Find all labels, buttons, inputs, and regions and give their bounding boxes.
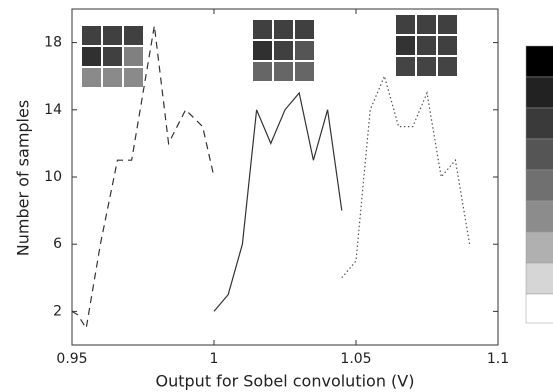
y-tick-label: 14 [44, 102, 62, 118]
data-line [71, 25, 215, 330]
data-line [213, 91, 343, 312]
y-axis-title: Number of samples [14, 100, 33, 256]
y-tick-label: 6 [53, 236, 62, 252]
x-tick-label: 0.95 [56, 351, 87, 367]
colorbar [525, 45, 553, 324]
y-tick-label: 18 [44, 35, 62, 51]
data-line [341, 74, 471, 279]
y-tick-label: 2 [53, 303, 62, 319]
x-tick-label: 1 [210, 351, 219, 367]
kernel-icon [253, 20, 314, 81]
x-tick-label: 1.05 [340, 351, 371, 367]
x-axis-title: Output for Sobel convolution (V) [156, 372, 415, 391]
x-tick-label: 1.1 [487, 351, 509, 367]
kernel-icon [396, 15, 457, 76]
kernel-icon [81, 25, 143, 87]
y-tick-label: 10 [44, 169, 62, 185]
